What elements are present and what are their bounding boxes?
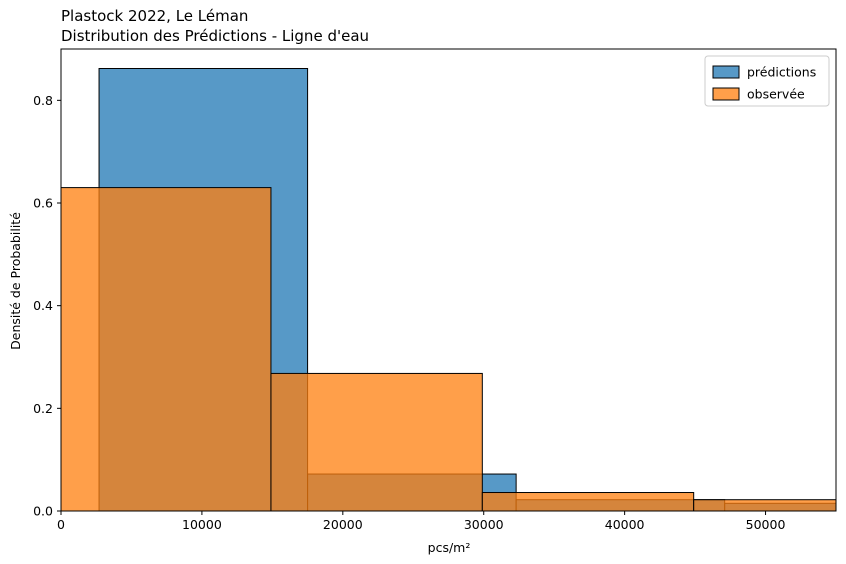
bars-layer	[61, 68, 836, 511]
legend-swatch-0	[712, 65, 740, 79]
y-tick-label-1: 0.2	[33, 401, 53, 416]
x-tick-label-3: 30000	[464, 517, 504, 532]
x-tick-label-0: 0	[57, 517, 65, 532]
histogram-bar-1-2	[481, 492, 695, 511]
legend-label-0: prédictions	[747, 65, 816, 80]
y-tick-label-2: 0.4	[33, 298, 53, 313]
x-tick-label-2: 20000	[323, 517, 363, 532]
legend-swatch-1	[712, 87, 740, 101]
histogram-bar-1-3	[693, 499, 836, 511]
histogram-bar-1-0	[61, 187, 272, 511]
title-group: Plastock 2022, Le Léman Distribution des…	[61, 7, 369, 45]
legend-label-1: observée	[747, 87, 805, 102]
y-tick-label-4: 0.8	[33, 93, 53, 108]
legend: prédictions observée	[704, 55, 830, 107]
axes-layer: 0 10000 20000 30000 40000 50000 0.0 0.2 0.4 0.6 0.…	[33, 48, 837, 532]
chart-title: Plastock 2022, Le Léman	[61, 7, 248, 25]
series-1	[61, 187, 836, 511]
y-tick-label-3: 0.6	[33, 196, 53, 211]
y-tick-label-0: 0.0	[33, 504, 53, 519]
x-tick-label-4: 40000	[605, 517, 645, 532]
x-tick-label-5: 50000	[746, 517, 786, 532]
y-axis-label: Densité de Probabilité	[8, 212, 23, 350]
histogram-bar-1-1	[270, 372, 483, 511]
x-tick-label-1: 10000	[182, 517, 222, 532]
plot-frame	[60, 48, 837, 512]
x-axis-label: pcs/m²	[428, 540, 471, 555]
chart-subtitle: Distribution des Prédictions - Ligne d'e…	[61, 27, 369, 45]
